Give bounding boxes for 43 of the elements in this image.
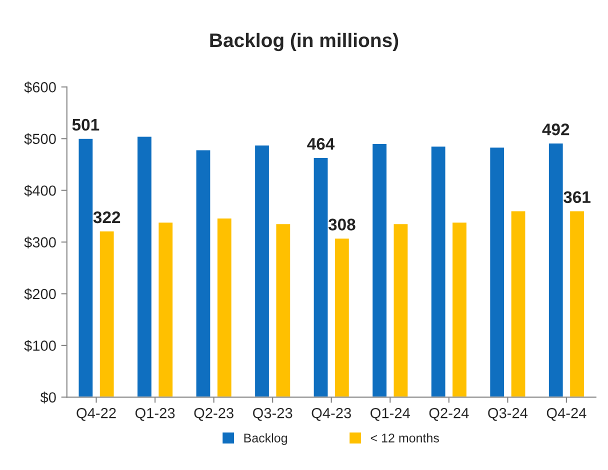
bar [392, 222, 410, 398]
bar [136, 135, 153, 398]
y-tick-label: $100 [24, 340, 56, 352]
bar [371, 142, 388, 398]
chart-title: Backlog (in millions) [210, 32, 398, 52]
data-label: 322 [93, 211, 120, 224]
bar [430, 145, 447, 398]
y-tick-label: $400 [24, 184, 56, 197]
bar [98, 230, 116, 398]
data-label: 308 [328, 218, 356, 230]
x-tick-label: Q4-22 [76, 408, 116, 421]
x-tick-label: Q3-24 [488, 408, 528, 421]
y-tick-label: $600 [24, 81, 56, 94]
x-tick-label: Q1-23 [135, 408, 175, 421]
bar [488, 146, 506, 398]
bar [194, 148, 212, 398]
data-label: 501 [72, 118, 100, 131]
bar [157, 221, 174, 398]
bar [274, 222, 292, 398]
data-label: 464 [307, 138, 335, 150]
y-tick-label: $500 [24, 133, 56, 145]
x-tick-label: Q4-24 [546, 408, 586, 421]
bar [334, 237, 350, 398]
data-label: 492 [542, 124, 570, 136]
data-label: 361 [564, 191, 590, 204]
y-tick-label: $300 [24, 236, 56, 248]
bar [77, 137, 94, 398]
y-tick-label: $0 [40, 392, 56, 404]
bar [568, 210, 586, 398]
x-tick-label: Q3-23 [253, 408, 292, 421]
legend-label: < 12 months [370, 433, 439, 442]
bar [548, 142, 564, 398]
bar [216, 217, 233, 398]
x-tick-label: Q2-24 [429, 408, 469, 421]
x-tick-label: Q2-23 [194, 408, 234, 421]
bar [451, 221, 468, 398]
x-tick-label: Q1-24 [370, 408, 410, 421]
y-tick-label: $200 [24, 288, 56, 300]
bar [312, 156, 330, 398]
bar [254, 144, 270, 398]
legend-label: Backlog [244, 433, 287, 445]
x-tick-label: Q4-23 [312, 408, 351, 421]
bar [510, 210, 527, 398]
